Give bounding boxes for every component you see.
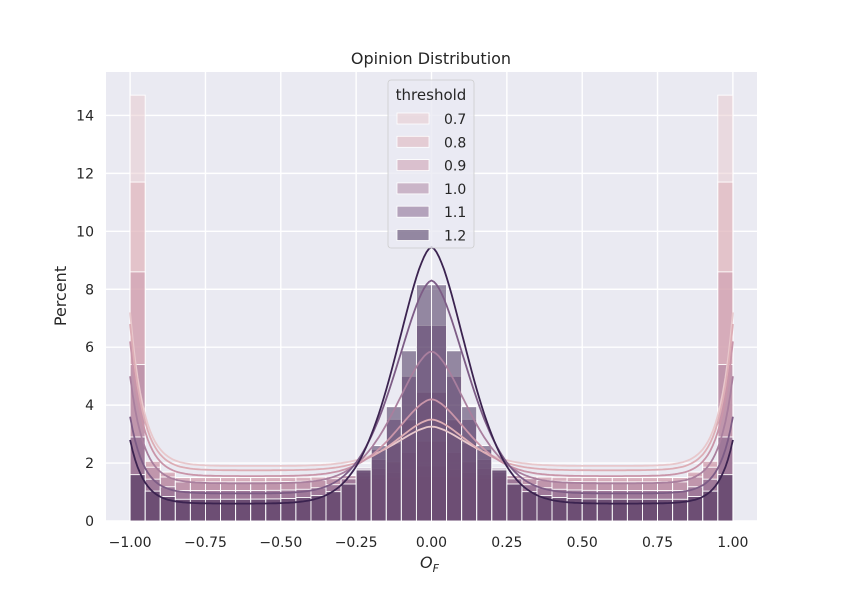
legend: threshold 0.7 0.8 0.9 1.0 1.1 1.2 <box>387 79 475 249</box>
y-tick-label: 14 <box>76 108 94 124</box>
x-tick-label: −0.25 <box>335 535 378 551</box>
kde-line-0.8 <box>129 323 734 472</box>
x-tick-label: 0.25 <box>491 535 522 551</box>
bar <box>220 498 237 522</box>
bar <box>461 406 478 522</box>
bar <box>370 445 387 522</box>
legend-label-0.8: 0.8 <box>444 135 466 151</box>
legend-swatch-0.7 <box>396 112 430 125</box>
x-tick-label: −0.75 <box>184 535 227 551</box>
x-tick-label: 0.50 <box>567 535 598 551</box>
y-tick-label: 6 <box>85 340 94 356</box>
x-axis-ticks: −1.00 −0.75 −0.50 −0.25 0.00 0.25 0.50 0.75 1.00 <box>109 535 749 551</box>
legend-title: threshold <box>396 86 467 104</box>
legend-swatch-1.2 <box>396 229 430 241</box>
legend-label-1.0: 1.0 <box>444 182 466 198</box>
y-tick-label: 12 <box>76 166 94 182</box>
x-axis-label: OF <box>420 553 440 575</box>
kde-line-0.9 <box>129 341 734 477</box>
kde-line-1.1 <box>129 279 734 495</box>
series-bars-1.2 <box>129 284 734 522</box>
legend-swatch-0.8 <box>396 135 430 148</box>
bar <box>385 406 402 522</box>
bar <box>129 474 146 522</box>
kde-curves <box>129 246 734 505</box>
kde-line-1.0 <box>129 350 734 485</box>
x-tick-label: 0.00 <box>416 535 447 551</box>
x-tick-label: −0.50 <box>259 535 302 551</box>
bar <box>717 474 734 522</box>
y-tick-label: 0 <box>85 514 94 530</box>
bar <box>506 483 523 522</box>
x-tick-label: −1.00 <box>109 535 152 551</box>
bar <box>626 498 643 522</box>
bar <box>491 469 508 522</box>
bar <box>355 469 372 522</box>
legend-label-0.7: 0.7 <box>444 112 466 128</box>
legend-label-1.1: 1.1 <box>444 205 466 221</box>
bar <box>265 498 282 522</box>
bar <box>521 491 538 522</box>
legend-swatch-1.1 <box>396 205 430 218</box>
legend-label-1.2: 1.2 <box>444 229 466 245</box>
bar <box>340 483 357 522</box>
bar <box>611 498 628 522</box>
bar <box>476 445 493 522</box>
bar <box>235 498 252 522</box>
y-tick-label: 2 <box>85 456 94 472</box>
bar <box>596 498 613 522</box>
bar <box>250 498 267 522</box>
legend-swatch-0.9 <box>396 159 430 172</box>
bar <box>581 498 598 522</box>
legend-label-0.9: 0.9 <box>444 159 466 175</box>
bar <box>325 491 342 522</box>
y-axis-label: Percent <box>51 266 70 326</box>
y-tick-label: 4 <box>85 398 94 414</box>
x-tick-label: 1.00 <box>717 535 748 551</box>
y-tick-label: 10 <box>76 224 94 240</box>
legend-items: 0.7 0.8 0.9 1.0 1.1 1.2 <box>396 112 466 245</box>
legend-swatch-1.0 <box>396 182 430 195</box>
y-tick-label: 8 <box>85 282 94 298</box>
y-axis-ticks: 0 2 4 6 8 10 12 14 <box>76 108 94 530</box>
x-axis-label-main: O <box>420 553 433 572</box>
x-tick-label: 0.75 <box>642 535 673 551</box>
kde-line-0.7 <box>129 312 734 467</box>
chart-title: Opinion Distribution <box>351 49 511 68</box>
x-axis-label-subscript: F <box>433 562 440 575</box>
